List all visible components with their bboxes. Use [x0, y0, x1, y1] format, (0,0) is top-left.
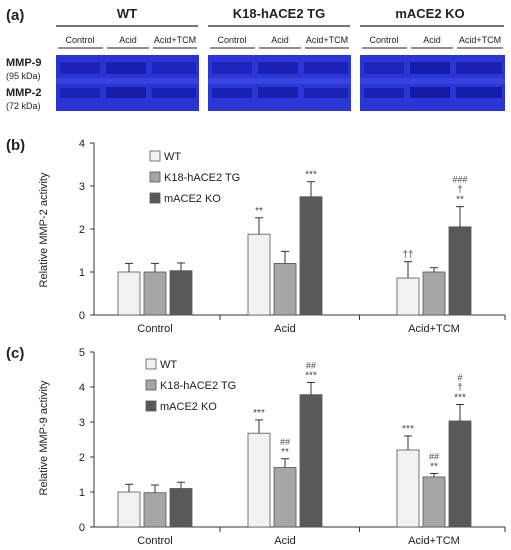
x-tick-label: Acid+TCM — [408, 535, 460, 547]
bar — [448, 226, 472, 316]
significance-mark: *** — [305, 170, 317, 181]
y-axis-label: Relative MMP-9 activity — [38, 380, 50, 495]
lane-labels-wt: Control Acid Acid+TCM — [58, 35, 197, 49]
legend-label: K18-hACE2 TG — [160, 380, 236, 392]
y-tick-label: 4 — [79, 382, 85, 394]
significance-mark: †† — [402, 250, 413, 261]
y-tick-label: 2 — [79, 224, 85, 236]
significance-mark: *** — [253, 408, 265, 419]
mmp9-chart: (c) Relative MMP-9 activity 0 1 2 3 4 5 Contro… — [6, 345, 506, 547]
significance-mark: † — [457, 185, 463, 196]
bar — [422, 271, 446, 316]
significance-mark: ** — [255, 206, 263, 217]
significance-mark: ** — [456, 195, 464, 206]
bar — [143, 271, 167, 316]
bar — [247, 432, 271, 528]
bar — [247, 233, 271, 316]
zymography-panel: (a) WT K18-hACE2 TG mACE2 KO Control Aci… — [6, 6, 505, 111]
legend-label: mACE2 KO — [164, 193, 221, 205]
lane-label: Acid — [119, 35, 137, 45]
lane-label: Acid — [423, 35, 441, 45]
band-label-mmp2: MMP-2 — [6, 87, 41, 99]
group-label-ko: mACE2 KO — [395, 6, 464, 21]
legend-swatch — [145, 358, 157, 370]
x-tick-label: Control — [137, 535, 172, 547]
x-tick-label: Acid — [274, 535, 295, 547]
lane-labels-ko: Control Acid Acid+TCM — [362, 35, 503, 49]
mmp2-chart: (b) Relative MMP-2 activity 0 1 2 3 4 Control… — [6, 137, 506, 335]
significance-mark: # — [457, 373, 462, 383]
gel-image-wt — [56, 55, 199, 111]
legend-swatch — [145, 400, 157, 412]
lane-label: Acid+TCM — [459, 35, 501, 45]
y-tick-label: 2 — [79, 452, 85, 464]
lane-label: Acid+TCM — [306, 35, 348, 45]
group-label-wt: WT — [117, 6, 137, 21]
y-tick-label: 5 — [79, 347, 85, 359]
significance-mark: ** — [281, 447, 289, 458]
legend-label: WT — [160, 359, 177, 371]
bar — [143, 492, 167, 528]
legend-label: mACE2 KO — [160, 401, 217, 413]
significance-mark: ### — [452, 175, 467, 185]
band-size-mmp2: (72 kDa) — [6, 101, 41, 111]
bar — [396, 277, 420, 316]
bar — [299, 196, 323, 316]
significance-mark: ## — [306, 360, 316, 370]
significance-mark: *** — [305, 370, 317, 381]
significance-mark: ## — [280, 437, 290, 447]
lane-label: Control — [369, 35, 398, 45]
legend-swatch — [149, 171, 161, 183]
x-tick-label: Control — [137, 323, 172, 335]
lane-label: Acid+TCM — [154, 35, 196, 45]
lane-label: Control — [217, 35, 246, 45]
significance-mark: † — [457, 383, 463, 394]
legend-label: K18-hACE2 TG — [164, 172, 240, 184]
bar — [299, 394, 323, 528]
significance-mark: ** — [430, 461, 438, 472]
x-tick-label: Acid — [274, 323, 295, 335]
x-tick-label: Acid+TCM — [408, 323, 460, 335]
gel-image-tg — [208, 55, 351, 111]
legend-label: WT — [164, 151, 181, 163]
lane-label: Acid — [271, 35, 289, 45]
panel-a-label: (a) — [6, 7, 24, 24]
panel-b-label: (b) — [6, 137, 25, 154]
group-label-tg: K18-hACE2 TG — [233, 6, 325, 21]
significance-mark: *** — [402, 424, 414, 435]
significance-mark: ## — [429, 451, 439, 461]
legend-swatch — [145, 379, 157, 391]
bar — [117, 491, 141, 528]
y-tick-label: 4 — [79, 138, 85, 150]
bar — [117, 271, 141, 316]
bar — [273, 262, 297, 316]
legend-swatch — [149, 150, 161, 162]
y-axis-label: Relative MMP-2 activity — [38, 172, 50, 287]
legend-swatch — [149, 192, 161, 204]
bar — [396, 449, 420, 528]
lane-label: Control — [65, 35, 94, 45]
band-label-mmp9: MMP-9 — [6, 57, 41, 69]
y-tick-label: 1 — [79, 487, 85, 499]
gel-image-ko — [360, 55, 505, 111]
bar — [169, 270, 193, 316]
y-tick-label: 0 — [79, 522, 85, 534]
y-tick-label: 1 — [79, 267, 85, 279]
panel-c-label: (c) — [6, 345, 24, 362]
y-tick-label: 0 — [79, 310, 85, 322]
bar — [422, 476, 446, 528]
significance-mark: *** — [454, 393, 466, 404]
y-tick-label: 3 — [79, 181, 85, 193]
bar — [448, 420, 472, 528]
bar — [169, 488, 193, 528]
y-tick-label: 3 — [79, 417, 85, 429]
bar — [273, 467, 297, 528]
band-size-mmp9: (95 kDa) — [6, 71, 41, 81]
lane-labels-tg: Control Acid Acid+TCM — [210, 35, 349, 49]
